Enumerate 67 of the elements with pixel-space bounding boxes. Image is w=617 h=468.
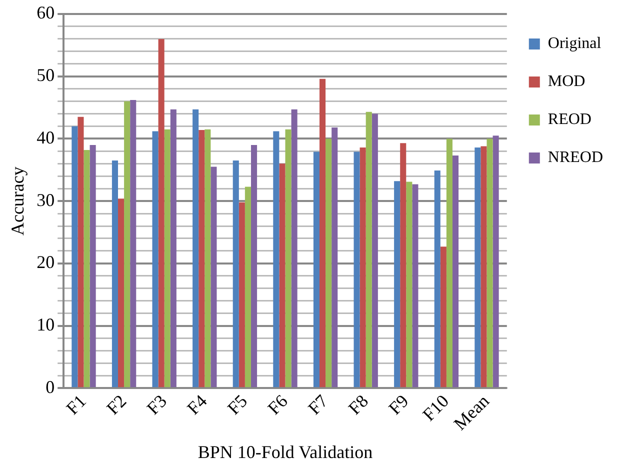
bar	[78, 116, 84, 388]
bar	[313, 152, 320, 388]
bar	[474, 147, 481, 388]
y-tick-label: 40	[36, 127, 55, 148]
x-tick-label: F7	[304, 390, 332, 418]
x-tick-label: F1	[62, 390, 90, 418]
x-tick-label: F8	[344, 390, 372, 418]
bar	[238, 202, 245, 388]
bar	[366, 112, 372, 388]
bar	[291, 109, 298, 388]
x-tick-label: F4	[183, 390, 211, 418]
bar	[394, 181, 400, 388]
x-tick-label: F10	[418, 390, 453, 425]
bar	[285, 129, 292, 388]
bar	[279, 164, 286, 388]
bar	[326, 138, 332, 388]
bar	[164, 129, 170, 388]
x-tick-label: F9	[384, 390, 412, 418]
bar	[244, 186, 251, 388]
legend-label: Original	[548, 35, 602, 52]
bar	[192, 109, 199, 388]
bar	[486, 138, 493, 388]
bar	[210, 166, 217, 388]
bar	[406, 182, 412, 388]
bar	[354, 152, 360, 388]
y-tick-label: 10	[36, 314, 55, 335]
y-tick-label: 60	[36, 2, 55, 23]
bar	[90, 144, 96, 388]
bar	[446, 138, 452, 388]
bar	[204, 129, 211, 388]
bar	[412, 184, 418, 388]
bar	[170, 109, 176, 388]
bar	[158, 38, 164, 388]
legend-label: NREOD	[548, 149, 603, 166]
y-tick-label: 50	[36, 65, 55, 86]
y-tick-label: 0	[46, 376, 55, 397]
bar	[130, 100, 136, 388]
bar	[400, 143, 406, 388]
legend-label: MOD	[548, 73, 586, 90]
bar	[434, 170, 440, 388]
bar	[112, 160, 118, 388]
y-axis-title: Accuracy	[8, 166, 28, 236]
bar	[492, 136, 499, 388]
bar	[360, 147, 366, 388]
y-tick-label: 20	[36, 252, 55, 272]
bar	[232, 160, 239, 388]
bar	[250, 144, 258, 388]
x-tick-label: F5	[224, 390, 252, 418]
bar	[72, 126, 78, 388]
bar	[124, 101, 130, 388]
bar	[480, 146, 487, 388]
bar	[332, 127, 338, 388]
x-tick-label: F2	[102, 390, 130, 418]
x-tick-label: F6	[264, 390, 292, 418]
bar	[198, 130, 205, 388]
bar	[84, 150, 90, 388]
bar	[273, 131, 280, 388]
bar	[320, 78, 326, 388]
legend-label: REOD	[548, 111, 592, 128]
bar	[372, 114, 378, 388]
x-tick-label: F3	[142, 390, 171, 418]
y-tick-label: 30	[36, 190, 55, 210]
bar	[152, 131, 158, 388]
x-axis-title: BPN 10-Fold Validation	[198, 442, 373, 462]
bar	[452, 156, 459, 388]
bar	[118, 198, 124, 388]
bar	[440, 246, 446, 388]
